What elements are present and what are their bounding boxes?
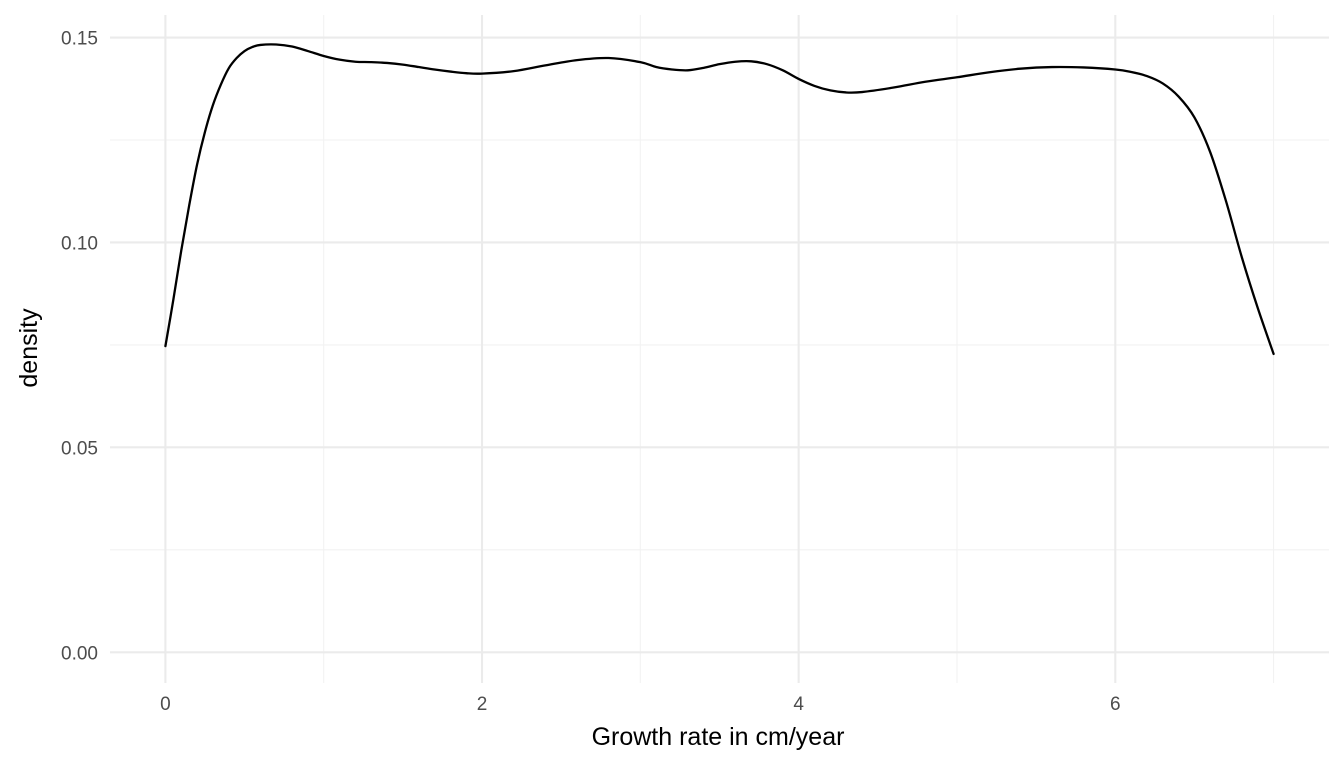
y-tick-label: 0.00: [61, 643, 98, 664]
grid: [110, 15, 1329, 683]
y-tick-label: 0.10: [61, 233, 98, 254]
x-tick-label: 2: [477, 694, 488, 715]
y-axis-title: density: [15, 308, 43, 388]
x-tick-label: 0: [160, 694, 171, 715]
x-axis-title: Growth rate in cm/year: [592, 723, 845, 751]
y-tick-label: 0.15: [61, 29, 98, 50]
y-tick-label: 0.05: [61, 438, 98, 459]
x-tick-label: 4: [793, 694, 804, 715]
density-curve-layer: [164, 43, 1275, 356]
density-line: [164, 43, 1275, 356]
x-tick-label: 6: [1110, 694, 1121, 715]
tick-labels: 0.00 0.05 0.10 0.15 0 2 4 6: [61, 29, 1121, 715]
